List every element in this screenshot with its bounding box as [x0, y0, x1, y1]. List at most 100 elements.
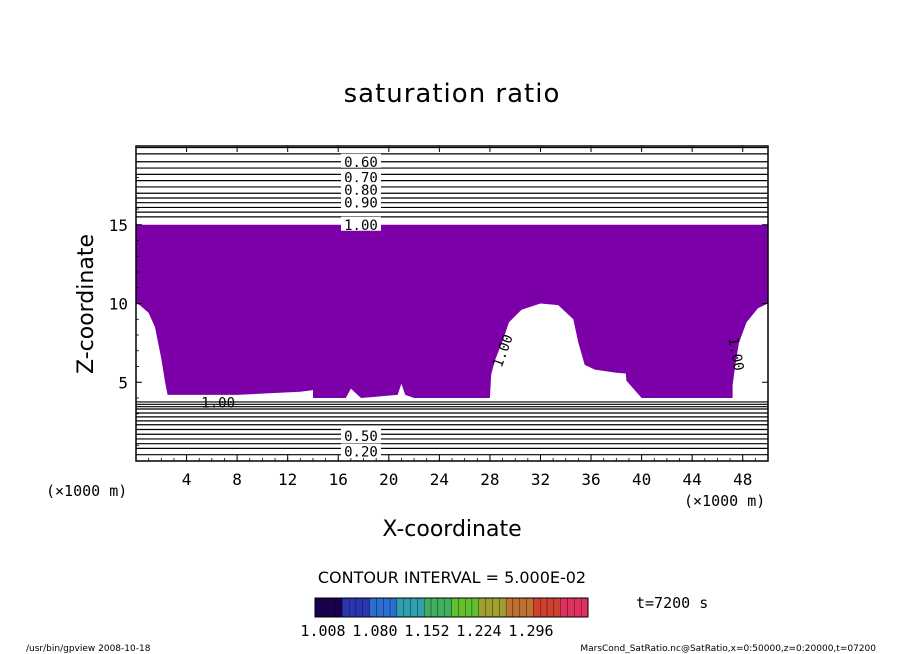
x-tick-label: 36 [581, 470, 600, 489]
colorbar-cell [533, 597, 541, 618]
lower-contour-lines [136, 401, 768, 456]
time-stamp: t=7200 s [636, 594, 708, 612]
upper-contour-lines [136, 146, 768, 218]
contour-label-group: 1.00 [340, 216, 381, 234]
chart-title: saturation ratio [344, 79, 561, 109]
contour-label-group: 0.60 [340, 153, 381, 171]
colorbar-cell [560, 597, 568, 618]
contour-label: 0.60 [344, 155, 378, 171]
colorbar-cell [430, 597, 438, 618]
colorbar-cell [512, 597, 520, 618]
contour-label: 0.50 [344, 429, 378, 445]
x-tick-label: 20 [379, 470, 398, 489]
colorbar-cell [499, 597, 507, 618]
colorbar-cell [314, 597, 322, 618]
contour-label-bg [340, 169, 381, 184]
colorbar [314, 597, 589, 618]
y-axis-label: Z-coordinate [74, 234, 99, 374]
colorbar-tick-labels: 1.008 1.080 1.152 1.224 1.296 [300, 622, 553, 640]
colorbar-cell [342, 597, 350, 618]
contour-label: 1.00 [725, 336, 747, 372]
colorbar-cell [437, 597, 445, 618]
contour-label: 0.90 [344, 196, 378, 212]
contour-label: 1.00 [344, 218, 378, 234]
x-axis-label: X-coordinate [382, 517, 521, 542]
x-tick-label: 28 [480, 470, 499, 489]
colorbar-cell [458, 597, 466, 618]
x-tick-label: 32 [531, 470, 550, 489]
contour-label: 1.00 [201, 396, 235, 412]
colorbar-cell [464, 597, 473, 618]
colorbar-cell [328, 597, 336, 618]
colorbar-cell [451, 597, 459, 618]
colorbar-cell [348, 597, 357, 618]
colorbar-cell [376, 597, 384, 618]
x-tick-label: 16 [329, 470, 348, 489]
colorbar-cell [505, 597, 514, 618]
colorbar-cell [485, 597, 493, 618]
footer-left: /usr/bin/gpview 2008-10-18 [26, 644, 151, 654]
colorbar-frame [314, 597, 589, 618]
colorbar-cell [553, 597, 561, 618]
x-tick-label: 8 [232, 470, 242, 489]
colorbar-cell [383, 597, 391, 618]
colorbar-tick-label: 1.008 [300, 622, 345, 640]
colorbar-cell [369, 597, 377, 618]
colorbar-cell [396, 597, 404, 618]
x-tick-label: 44 [683, 470, 702, 489]
x-unit-left: (×1000 m) [46, 482, 127, 500]
x-tick-label: 48 [733, 470, 752, 489]
supersaturated-region [136, 224, 768, 398]
contour-label-group: 0.20 [340, 443, 381, 461]
colorbar-cell [355, 597, 363, 618]
contour-label-bg [340, 153, 381, 168]
y-tick-label: 5 [118, 373, 128, 392]
colorbar-cell [574, 597, 582, 618]
contour-label-group: 0.50 [340, 427, 381, 445]
x-tick-label: 12 [278, 470, 297, 489]
contour-label-bg [340, 443, 381, 458]
colorbar-cell [471, 597, 479, 618]
colorbar-cell [389, 597, 398, 618]
contour-label-group: 1.00 [725, 336, 747, 372]
footer-right: MarsCond_SatRatio.nc@SatRatio,x=0:50000,… [580, 644, 876, 654]
colorbar-cell [519, 597, 527, 618]
x-unit-right: (×1000 m) [684, 492, 765, 510]
contour-label: 0.20 [344, 445, 378, 461]
contour-label-bg [340, 182, 381, 197]
y-tick-label: 10 [109, 295, 128, 314]
colorbar-cell [478, 597, 486, 618]
colorbar-cell [410, 597, 418, 618]
plot-area: 0.600.700.800.901.001.001.00 1.000.500.20… [109, 145, 769, 489]
colorbar-tick-label: 1.296 [508, 622, 553, 640]
contour-label-group: 1.00 [201, 396, 235, 412]
colorbar-cell [417, 597, 425, 618]
colorbar-cell [321, 597, 329, 618]
colorbar-cell [403, 597, 411, 618]
contour-label-bg [340, 427, 381, 442]
x-tick-label: 24 [430, 470, 449, 489]
colorbar-tick-label: 1.152 [404, 622, 449, 640]
contour-interval: CONTOUR INTERVAL = 5.000E-02 [318, 568, 586, 587]
colorbar-cell [546, 597, 555, 618]
colorbar-cell [540, 597, 548, 618]
y-tick-label: 15 [109, 216, 128, 235]
x-tick-label: 4 [182, 470, 192, 489]
x-tick-label: 40 [632, 470, 651, 489]
colorbar-cell [362, 597, 370, 618]
contour-label-bg [340, 216, 381, 231]
colorbar-tick-label: 1.080 [352, 622, 397, 640]
colorbar-cell [335, 597, 343, 618]
contour-labels: 0.600.700.800.901.001.001.00 1.000.500.20 [201, 153, 747, 461]
colorbar-cell [567, 597, 575, 618]
colorbar-cell [444, 597, 452, 618]
colorbar-cell [492, 597, 500, 618]
contour-label-group: 0.90 [340, 194, 381, 212]
contour-label-bg [340, 194, 381, 209]
colorbar-cell [526, 597, 534, 618]
colorbar-cell [581, 597, 589, 618]
colorbar-tick-label: 1.224 [456, 622, 501, 640]
colorbar-cell [424, 597, 432, 618]
